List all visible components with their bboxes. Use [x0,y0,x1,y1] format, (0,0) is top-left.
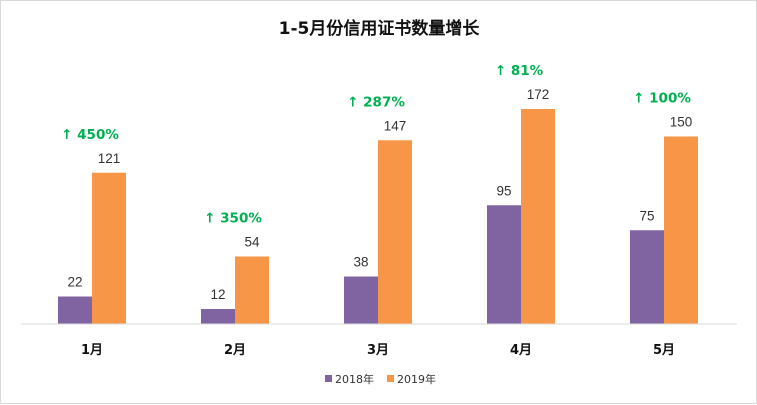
bar-series1-1 [58,296,92,324]
data-label-series1-2: 12 [210,287,225,302]
category-label-3: 3月 [367,343,389,358]
bar-series1-4 [487,205,521,324]
data-label-series1-4: 95 [496,183,511,198]
legend: 2018年 2019年 [325,372,436,386]
bar-series1-2 [201,309,235,324]
data-label-series1-3: 38 [353,255,368,270]
data-label-series2-4: 172 [527,87,550,102]
data-label-series2-1: 121 [98,151,121,166]
category-label-4: 4月 [510,343,532,358]
legend-label-2: 2019年 [397,372,436,386]
growth-annotation-5: ↑ 100% [633,91,691,107]
data-label-series2-5: 150 [670,115,693,130]
data-label-series2-2: 54 [244,235,260,250]
bar-series2-1 [92,172,126,324]
legend-label-1: 2018年 [335,372,374,386]
growth-annotation-3: ↑ 287% [347,94,405,110]
chart-title: 1-5月份信用证书数量增长 [279,18,481,39]
bar-series2-5 [664,136,698,324]
category-label-5: 5月 [653,343,675,358]
growth-annotation-4: ↑ 81% [495,63,544,79]
plot-area: 22 121 1月 ↑ 450% 12 54 2月 ↑ 350% 38 147 3月 ↑ 287% 95… [58,63,698,358]
growth-annotation-2: ↑ 350% [204,211,262,227]
data-label-series2-3: 147 [384,118,407,133]
bar-series2-4 [521,109,555,324]
bar-series1-5 [630,230,664,324]
bar-series2-3 [378,140,412,324]
bar-series1-3 [344,276,378,324]
bar-series2-2 [235,256,269,324]
legend-swatch-1 [325,375,332,382]
category-label-1: 1月 [81,343,103,358]
legend-swatch-2 [387,375,394,382]
growth-annotation-1: ↑ 450% [61,127,119,143]
category-label-2: 2月 [224,343,246,358]
data-label-series1-1: 22 [67,275,82,290]
data-label-series1-5: 75 [639,208,654,223]
